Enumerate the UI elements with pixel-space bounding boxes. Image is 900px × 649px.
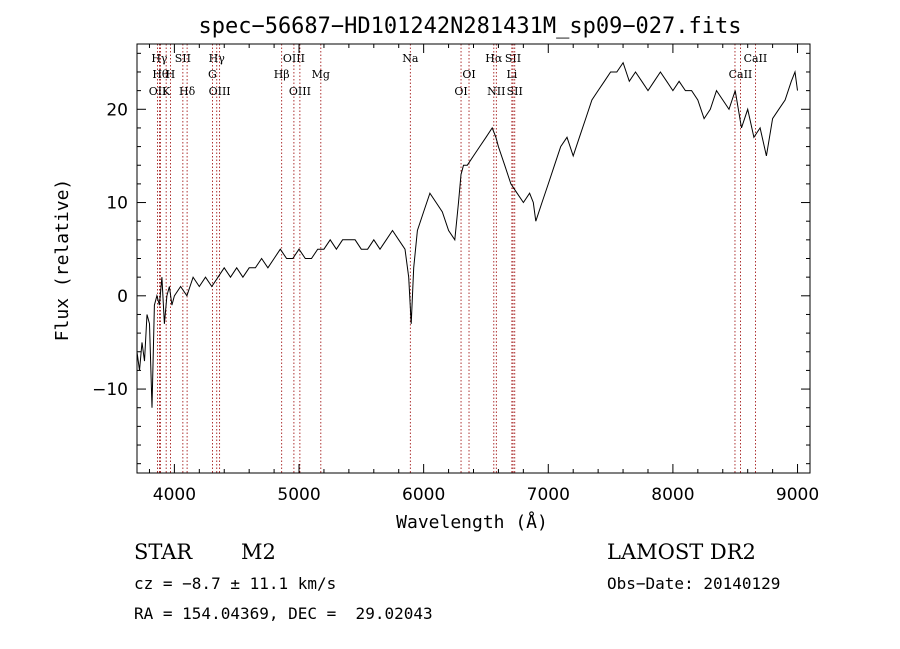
y-tick-label-2: 10 (106, 194, 128, 214)
x-axis-label: Wavelength (Å) (396, 511, 548, 533)
marker-label-7: Hγ (209, 52, 226, 65)
marker-label-9: OIII (209, 85, 231, 98)
marker-label-18: NII (487, 85, 505, 98)
marker-label-15: OI (462, 68, 475, 81)
coordinates: RA = 154.04369, DEC = 29.02043 (134, 604, 433, 623)
marker-label-17: Hα (485, 52, 503, 65)
x-axis: 4000 5000 6000 7000 8000 9000 (148, 44, 819, 505)
marker-label-1: Hθ (152, 68, 169, 81)
marker-label-3: SII (175, 52, 191, 65)
x-tick-label-4: 8000 (651, 485, 694, 505)
y-tick-label-1: 0 (117, 287, 128, 307)
spectrum-series (136, 61, 798, 408)
marker-label-14: Na (402, 52, 419, 65)
marker-label-23: CaII (729, 68, 753, 81)
x-tick-label-0: 4000 (153, 485, 196, 505)
x-tick-label-2: 6000 (402, 485, 445, 505)
marker-label-5: K (162, 85, 171, 98)
y-axis-label: Flux (relative) (52, 179, 73, 342)
x-tick-label-3: 7000 (527, 485, 570, 505)
marker-label-22: CaII (744, 52, 768, 65)
chart-title: spec−56687−HD101242N281431M_sp09−027.fit… (198, 14, 741, 39)
x-tick-label-5: 9000 (776, 485, 819, 505)
marker-label-13: Mg (312, 68, 330, 81)
marker-label-0: Hγ (151, 52, 168, 65)
marker-label-2: OII (149, 85, 167, 98)
marker-label-16: OI (454, 85, 467, 98)
subclass-label: M2 (241, 540, 276, 564)
marker-label-6: Hδ (179, 85, 196, 98)
marker-label-4: H (166, 68, 176, 81)
marker-label-21: SII (507, 85, 523, 98)
cz-value: cz = −8.7 ± 11.1 km/s (134, 574, 337, 593)
y-tick-label-3: 20 (106, 100, 128, 120)
y-axis: −10 0 10 20 (92, 52, 810, 465)
marker-label-10: OIII (283, 52, 305, 65)
spectrum-line-0 (136, 61, 798, 408)
class-label: STAR (134, 540, 193, 564)
marker-label-19: SII (505, 52, 521, 65)
survey-label: LAMOST DR2 (607, 540, 756, 564)
marker-label-12: OIII (289, 85, 311, 98)
y-tick-label-0: −10 (92, 380, 128, 400)
marker-label-20: Li (506, 68, 517, 81)
plot-frame (136, 43, 811, 474)
obs-date: Obs−Date: 20140129 (607, 574, 781, 593)
marker-label-11: Hβ (274, 68, 290, 81)
x-tick-label-1: 5000 (277, 485, 320, 505)
marker-label-8: G (208, 68, 217, 81)
